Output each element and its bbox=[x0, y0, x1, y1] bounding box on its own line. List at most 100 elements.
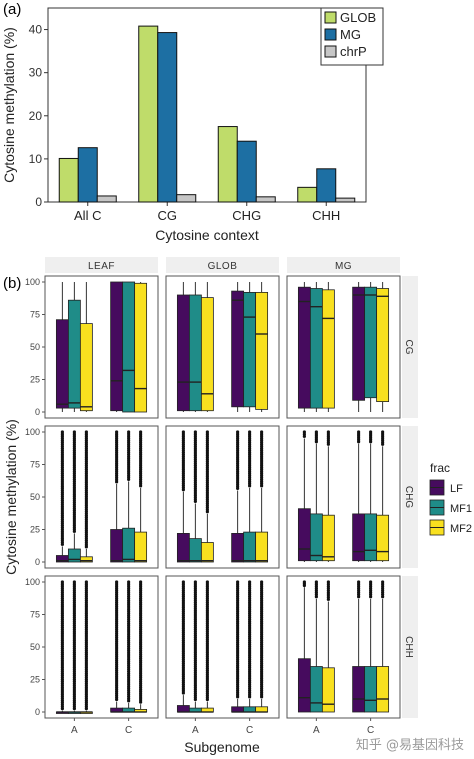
box-mf2 bbox=[134, 282, 148, 413]
bar-chrp bbox=[96, 195, 117, 203]
legend-label: LF bbox=[450, 483, 463, 495]
outlier-point bbox=[205, 580, 209, 584]
bar-mg bbox=[157, 32, 178, 203]
box-mf1 bbox=[243, 531, 257, 563]
box-mf1 bbox=[243, 706, 257, 713]
outlier-point bbox=[260, 430, 264, 434]
box-mf2 bbox=[134, 531, 148, 563]
y-tick-label: 50 bbox=[30, 642, 40, 652]
outlier-point bbox=[357, 430, 361, 434]
y-tick-label: 25 bbox=[30, 525, 40, 535]
box-lf bbox=[231, 290, 245, 408]
box-lf bbox=[352, 286, 366, 401]
outlier-point bbox=[314, 430, 318, 434]
y-tick-label: 0 bbox=[35, 557, 40, 567]
box-lf bbox=[55, 319, 69, 409]
outlier-point bbox=[248, 580, 252, 584]
bar-mg bbox=[316, 168, 337, 203]
box-mf1 bbox=[188, 294, 202, 412]
box-lf bbox=[231, 533, 245, 563]
facet-strip-row bbox=[402, 426, 418, 568]
y-tick-label: 30 bbox=[29, 66, 43, 80]
outlier-point bbox=[314, 580, 318, 584]
box-mf2 bbox=[79, 323, 93, 412]
bar-chrp bbox=[335, 197, 356, 203]
bar-mg bbox=[77, 147, 98, 203]
box-lf bbox=[297, 286, 311, 409]
outlier-point bbox=[193, 580, 197, 584]
x-tick-label: A bbox=[192, 725, 199, 736]
y-tick-label: 100 bbox=[25, 427, 40, 437]
box-mf1 bbox=[188, 538, 202, 563]
bar-chrp bbox=[255, 196, 276, 203]
outlier-point bbox=[72, 430, 76, 434]
outlier-point bbox=[302, 430, 306, 434]
x-axis-label: Cytosine context bbox=[155, 227, 259, 243]
x-tick-label: CG bbox=[158, 208, 178, 223]
outlier-point bbox=[381, 430, 385, 434]
box-mf2 bbox=[255, 291, 269, 410]
y-tick-label: 0 bbox=[35, 707, 40, 717]
box-mf1 bbox=[364, 666, 378, 713]
x-axis-label: Subgenome bbox=[184, 739, 260, 755]
facet-col-label: GLOB bbox=[208, 261, 238, 272]
facet-col-label: LEAF bbox=[88, 261, 115, 272]
x-tick-label: A bbox=[71, 725, 78, 736]
y-tick-label: 20 bbox=[29, 109, 43, 123]
x-tick-label: C bbox=[367, 725, 374, 736]
outlier-point bbox=[181, 580, 185, 584]
legend-label: MF2 bbox=[450, 523, 472, 535]
box-lf bbox=[110, 529, 124, 563]
box-mf2 bbox=[321, 667, 335, 713]
outlier-point bbox=[115, 580, 119, 584]
box-mf2 bbox=[255, 706, 269, 713]
boxplot-panel: LEAF GLOB MG CG CHG CHH 0 25 50 75 100 0 25 50 75 100 0 2… bbox=[3, 257, 472, 755]
box-mf1 bbox=[243, 291, 257, 408]
facet-col-label: MG bbox=[335, 261, 352, 272]
outlier-point bbox=[193, 430, 197, 434]
box-mf2 bbox=[376, 514, 390, 562]
legend-label: GLOB bbox=[340, 10, 376, 25]
bar-glob bbox=[217, 126, 238, 203]
outlier-point bbox=[60, 580, 64, 584]
bar-chart-panel: 0 10 20 30 40 All C CG CHG CHH Cytosine context Cy… bbox=[1, 7, 384, 243]
y-tick-label: 25 bbox=[30, 375, 40, 385]
y-tick-label: 75 bbox=[30, 310, 40, 320]
box-lf bbox=[352, 666, 366, 713]
outlier-point bbox=[236, 430, 240, 434]
box-lf bbox=[176, 294, 190, 412]
x-tick-label: CHH bbox=[312, 208, 340, 223]
facet-strip-row bbox=[402, 576, 418, 718]
outlier-point bbox=[357, 580, 361, 584]
legend-label: MG bbox=[340, 27, 361, 42]
box-mf1 bbox=[122, 527, 136, 563]
box-mf2 bbox=[255, 531, 269, 563]
box-mf2 bbox=[321, 514, 335, 562]
box-mf2 bbox=[321, 289, 335, 409]
box-lf bbox=[110, 281, 124, 412]
box-lf bbox=[297, 508, 311, 562]
outlier-point bbox=[302, 580, 306, 584]
box-lf bbox=[352, 513, 366, 562]
outlier-point bbox=[369, 580, 373, 584]
box-lf bbox=[231, 706, 245, 713]
x-tick-label: CHG bbox=[232, 208, 261, 223]
outlier-point bbox=[205, 430, 209, 434]
outlier-point bbox=[139, 430, 143, 434]
y-tick-label: 75 bbox=[30, 460, 40, 470]
legend-label: chrP bbox=[340, 44, 367, 59]
x-tick-label: C bbox=[125, 725, 132, 736]
outlier-point bbox=[60, 430, 64, 434]
box-mf1 bbox=[309, 513, 323, 562]
outlier-point bbox=[84, 430, 88, 434]
plot-frame bbox=[47, 7, 367, 203]
facet-row-label: CHH bbox=[403, 636, 414, 658]
facet-row-label: CHG bbox=[403, 486, 414, 508]
y-tick-label: 10 bbox=[29, 152, 43, 166]
legend-title: frac bbox=[430, 461, 450, 475]
facet-strip-col bbox=[166, 257, 279, 273]
box-lf bbox=[297, 658, 311, 713]
outlier-point bbox=[236, 580, 240, 584]
outlier-point bbox=[127, 580, 131, 584]
